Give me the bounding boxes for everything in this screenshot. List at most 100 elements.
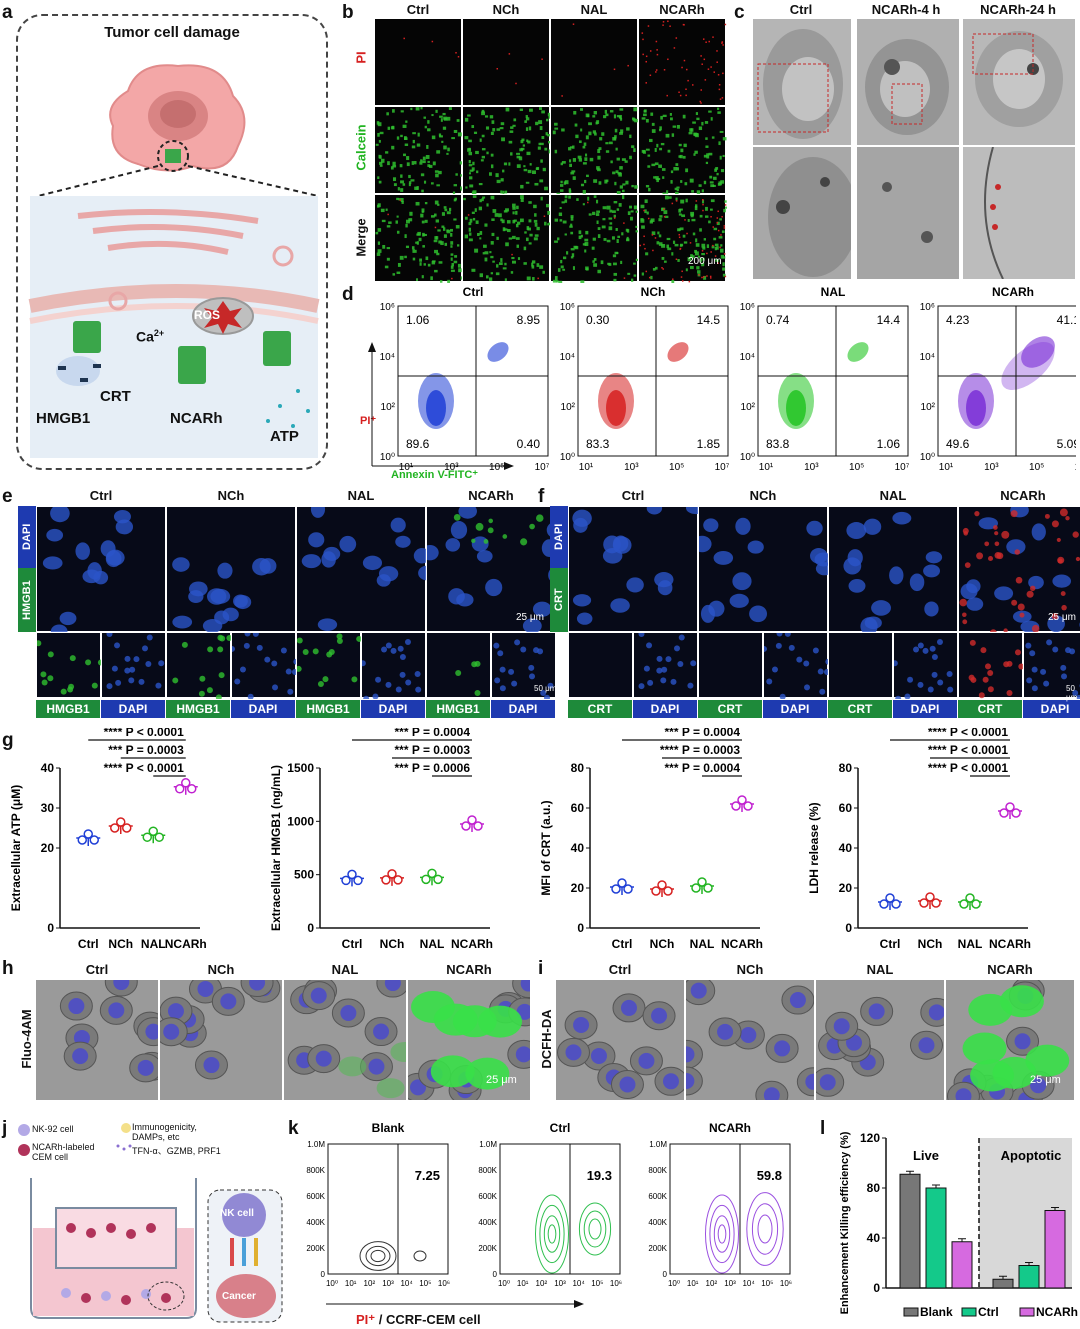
- panel-l-bar-chart: 0 40 80 120 Enhancement Killing efficiency (…: [839, 1131, 1078, 1319]
- panel-k-xlabel: PI⁺ / CCRF-CEM cell: [356, 1312, 481, 1327]
- x-tick: NAL: [141, 937, 166, 951]
- x-tick: 10⁵: [489, 462, 504, 473]
- data-point: [931, 898, 941, 908]
- panel_e-sub-image-3-1: [491, 632, 556, 701]
- y-tick: 400K: [648, 1218, 667, 1227]
- y-tick: 20: [41, 841, 55, 855]
- panel-letter-g: g: [2, 730, 14, 751]
- data-point: [181, 778, 191, 788]
- panel-letter-d: d: [342, 284, 354, 305]
- panel_i-col-ctrl: Ctrl: [608, 962, 632, 977]
- panel_e-scale-main: 25 μm: [516, 612, 544, 623]
- y-tick: 800K: [478, 1166, 497, 1175]
- x-tick: 10⁰: [668, 1279, 680, 1288]
- data-point: [737, 795, 747, 805]
- panel-letter-b: b: [342, 2, 354, 23]
- y-tick: 40: [41, 761, 55, 775]
- significance-label: *** P = 0.0006: [394, 761, 470, 775]
- x-tick: 10³: [724, 1279, 736, 1288]
- panel-letter-f: f: [538, 486, 545, 507]
- x-tick: 10⁷: [535, 462, 550, 473]
- panel_e-scale-sub: 50 μm: [534, 684, 557, 693]
- flow-plot-ctrl: Ctrl 1.06 8.95 89.6 0.40 10⁰ 10² 10⁴ 10⁶ 10¹ 10³ 10…: [380, 285, 550, 473]
- panel-b-image-r1-c3: [638, 106, 727, 196]
- y-axis-label: Extracellular HMGB1 (ng/mL): [269, 765, 283, 931]
- y-tick: 10⁰: [740, 452, 755, 463]
- ros-label: ROS: [194, 308, 221, 322]
- panel_e-main-image-0: [36, 504, 166, 638]
- data-point: [387, 869, 397, 879]
- panel_f-main-image-1: [692, 506, 834, 632]
- x-tick: NCARh: [165, 937, 207, 951]
- panel_e-main-image-3: [421, 503, 565, 634]
- tem-ncarh24-low: [962, 18, 1076, 146]
- panel_h-col-ncarh: NCARh: [446, 962, 492, 977]
- legend-ncarh-cem: NCARh-labeled CEM cell: [32, 1142, 95, 1162]
- panel-c-col-4h: NCARh-4 h: [871, 2, 941, 17]
- nk-cell-label: NK cell: [220, 1208, 254, 1219]
- panel-letter-a: a: [2, 2, 13, 23]
- quadrant-value: 4.23: [946, 313, 970, 327]
- panel_e-side-bottom: HMGB1: [18, 568, 36, 632]
- data-point: [381, 875, 391, 885]
- y-tick: 10²: [561, 402, 576, 413]
- panel-b-scale: 200 μm: [688, 256, 722, 267]
- quadrant-value: 0.30: [586, 313, 610, 327]
- y-tick: 200K: [648, 1244, 667, 1253]
- data-point: [110, 823, 120, 833]
- x-tick: 10⁵: [1029, 462, 1044, 473]
- x-tick: 10¹: [687, 1279, 699, 1288]
- panel_f-main-image-3: [958, 503, 1080, 637]
- y-tick: 800K: [306, 1166, 325, 1175]
- bar: [951, 1241, 973, 1289]
- x-tick: 10³: [382, 1279, 394, 1288]
- panel_i-col-nal: NAL: [866, 962, 894, 977]
- data-point: [175, 784, 185, 794]
- panel-a-title: Tumor cell damage: [104, 24, 240, 41]
- panel-b-image-r0-c3: [638, 18, 727, 106]
- panel-b-image-r2-c2: [550, 194, 639, 285]
- quadrant-value: 49.6: [946, 437, 970, 451]
- panel_f-bottom-label: DAPI: [893, 700, 957, 718]
- y-tick: 10⁶: [560, 302, 575, 313]
- x-tick: 10⁰: [498, 1279, 510, 1288]
- panel-b-image-r0-c1: [462, 18, 550, 106]
- x-tick: 10¹: [399, 462, 414, 473]
- y-tick: 800K: [648, 1166, 667, 1175]
- quadrant-value: 5.09: [1057, 437, 1076, 451]
- legend-label: Blank: [920, 1305, 953, 1319]
- panel-letter-l: l: [820, 1118, 826, 1139]
- x-tick: NCh: [108, 937, 133, 951]
- panel_e-bottom-label: DAPI: [361, 700, 425, 718]
- panel-b-col-nch: NCh: [492, 2, 520, 17]
- panel-b-row-calcein: Calcein: [353, 124, 369, 171]
- gate-percentage: 7.25: [415, 1168, 440, 1183]
- panel_h-image-0: [36, 967, 170, 1100]
- tem-ctrl-high: [752, 146, 858, 280]
- panel_i-image-2: [811, 980, 954, 1100]
- panel_e-sub-image-3-0: [426, 632, 491, 698]
- data-point: [965, 893, 975, 903]
- x-tick: 10⁵: [849, 462, 864, 473]
- significance-label: *** P = 0.0004: [394, 728, 470, 739]
- panel_f-side-bottom: CRT: [550, 568, 568, 632]
- flow-plot-nch: NCh 0.30 14.5 83.3 1.85 10⁰ 10² 10⁴ 10⁶ 10¹ 10³ 10⁵…: [560, 285, 730, 473]
- y-axis-label: MFI of CRT (a.u.): [539, 800, 553, 895]
- y-tick: 400K: [478, 1218, 497, 1227]
- scatter-plot-2: 0 20 40 60 80 MFI of CRT (a.u.) Ctrl NCh NAL NCAR…: [539, 728, 763, 951]
- panel_f-bottom-label: DAPI: [1023, 700, 1080, 718]
- x-tick: NAL: [958, 937, 983, 951]
- data-point: [731, 801, 741, 811]
- panel_f-bottom-label: CRT: [698, 700, 762, 718]
- panel_i-side-label: DCFH-DA: [539, 1009, 554, 1069]
- y-tick: 1.0M: [479, 1140, 497, 1149]
- gate-percentage: 59.8: [757, 1168, 782, 1183]
- panel_h-col-ctrl: Ctrl: [85, 962, 109, 977]
- x-tick: 10⁰: [326, 1279, 338, 1288]
- contour-plot-ctrl: Ctrl 19.3 0 200K 400K 600K 800K 1.0M 10⁰ 10¹ 10² 10…: [478, 1121, 622, 1288]
- bar: [992, 1278, 1014, 1289]
- x-tick: 10¹: [517, 1279, 529, 1288]
- bar: [925, 1187, 947, 1289]
- panel_f-bottom-label: CRT: [568, 700, 632, 718]
- y-tick: 10⁴: [380, 352, 395, 363]
